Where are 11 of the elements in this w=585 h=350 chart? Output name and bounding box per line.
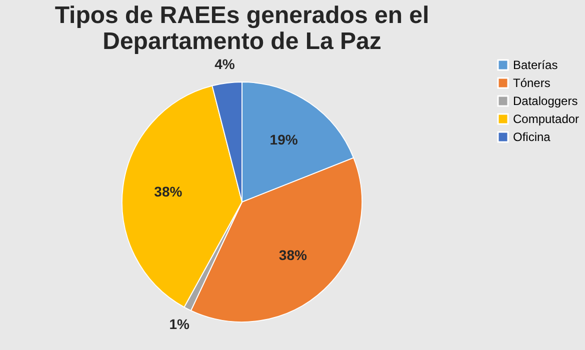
chart-title: Tipos de RAEEs generados en el Departamento de La Paz xyxy=(54,2,430,56)
legend-label: Computador xyxy=(513,112,580,126)
legend-label: Baterías xyxy=(513,58,558,72)
data-label: 4% xyxy=(214,56,236,72)
data-label: 1% xyxy=(169,316,190,332)
legend-label: Oficina xyxy=(513,130,551,144)
data-label: 38% xyxy=(154,184,183,200)
data-label: 38% xyxy=(278,247,308,264)
legend-label: Tóners xyxy=(513,76,550,90)
data-label: 19% xyxy=(270,131,298,148)
legend-label: Dataloggers xyxy=(513,94,578,108)
